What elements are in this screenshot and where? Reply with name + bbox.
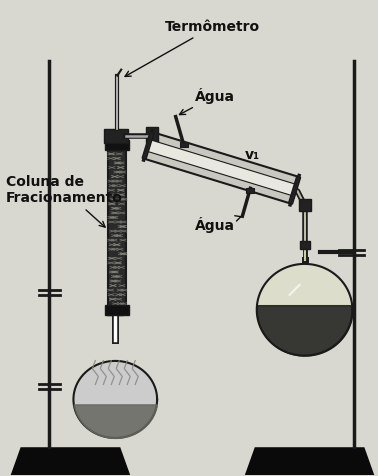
Bar: [105, 140, 129, 150]
Bar: [107, 305, 123, 315]
Polygon shape: [289, 176, 301, 204]
Bar: [105, 305, 129, 315]
Text: Água: Água: [195, 216, 241, 233]
Text: Coluna de
Fracionamento: Coluna de Fracionamento: [6, 175, 122, 227]
Bar: [104, 129, 128, 143]
Polygon shape: [257, 264, 352, 356]
Polygon shape: [73, 361, 157, 438]
Polygon shape: [11, 447, 130, 475]
Bar: [180, 141, 187, 147]
Polygon shape: [245, 447, 374, 475]
Text: Água: Água: [180, 88, 235, 115]
Bar: [108, 145, 126, 310]
Bar: [146, 128, 158, 143]
Polygon shape: [142, 131, 154, 159]
Polygon shape: [146, 139, 296, 196]
Text: v₁: v₁: [245, 149, 260, 162]
Text: Termômetro: Termômetro: [125, 20, 260, 77]
Polygon shape: [144, 132, 299, 204]
Bar: [299, 199, 311, 211]
Bar: [300, 241, 310, 249]
Bar: [246, 188, 254, 193]
